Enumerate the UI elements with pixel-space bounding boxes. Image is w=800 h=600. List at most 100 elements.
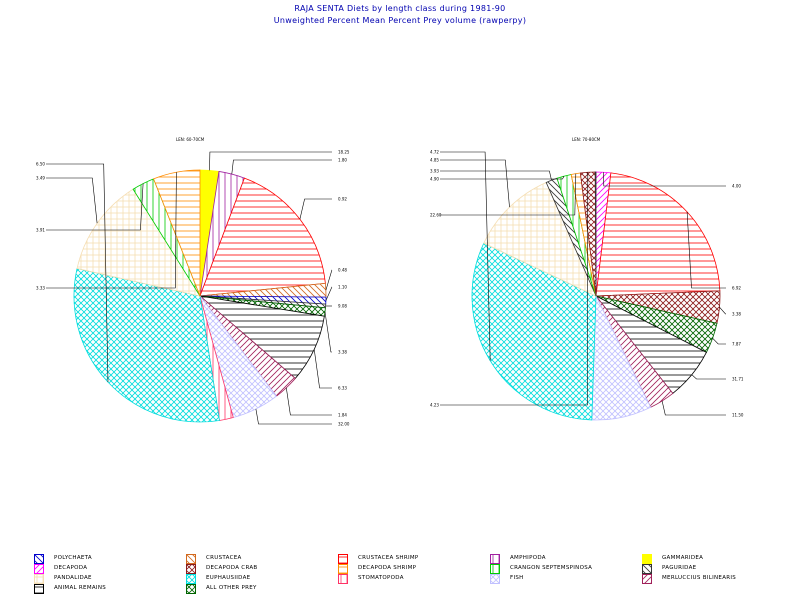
leader-line (440, 176, 565, 180)
legend-label: PANDALIDAE (54, 575, 92, 581)
legend: POLYCHAETA CRUSTACEA CRUSTACEA SHRIMP AMPHI… (34, 554, 794, 594)
data-label: 4.00 (732, 184, 741, 189)
legend-swatch (642, 574, 652, 584)
legend-label: DECAPODA CRAB (206, 565, 258, 571)
leader-line (46, 177, 98, 224)
legend-swatch (34, 584, 44, 594)
legend-swatch (490, 554, 500, 564)
data-label: 3.38 (732, 312, 741, 317)
data-label: 4.23 (430, 403, 439, 408)
legend-swatch (490, 574, 500, 584)
legend-swatch (186, 554, 196, 564)
data-label: 4.85 (430, 158, 439, 163)
legend-label: DECAPODA SHRIMP (358, 565, 417, 571)
leader-line (712, 337, 726, 345)
legend-swatch (490, 564, 500, 574)
legend-label: MERLUCCIUS BILINEARIS (662, 575, 737, 581)
data-label: 22.60 (430, 213, 442, 218)
pie-chart-2: LEN: 70-80CM 4.72 4.85 3.93 4.90 22.60 4.23 4.0… (430, 137, 744, 421)
pie-slice (595, 172, 721, 297)
legend-row: DECAPODA DECAPODA CRAB DECAPODA SHRIMP CRAN… (34, 564, 794, 574)
leader-line (686, 211, 726, 289)
legend-label: EUPHAUSIIDAE (206, 575, 251, 581)
leader-line (231, 159, 332, 175)
leader-line (325, 269, 333, 291)
data-label: 3.93 (430, 169, 439, 174)
legend-row: ANIMAL REMAINS ALL OTHER PREY (34, 584, 794, 594)
legend-row: POLYCHAETA CRUSTACEA CRUSTACEA SHRIMP AMPHI… (34, 554, 794, 564)
pie-slice (199, 177, 326, 297)
legend-label: ANIMAL REMAINS (54, 585, 107, 591)
leader-line (661, 400, 726, 416)
legend-label: FISH (510, 575, 524, 581)
leader-line (324, 311, 332, 353)
leader-line (299, 198, 332, 220)
legend-swatch (338, 554, 348, 564)
leader-line (209, 151, 332, 171)
legend-swatch (642, 554, 652, 564)
leader-line (440, 170, 552, 181)
data-label: 11.50 (732, 413, 744, 418)
data-label: 1.80 (338, 158, 347, 163)
leader-line (440, 173, 577, 216)
leader-line (691, 374, 726, 380)
data-label: 1.10 (338, 285, 347, 290)
legend-swatch (186, 584, 196, 594)
data-label: 18.25 (338, 150, 350, 155)
chart-subtitle: Unweighted Percent Mean Percent Prey vol… (273, 16, 527, 25)
legend-label: AMPHIPODA (510, 555, 546, 561)
pie-slice (483, 181, 597, 297)
pie-slice (76, 188, 201, 297)
legend-label: CRUSTACEA SHRIMP (358, 555, 419, 561)
legend-swatch (34, 554, 44, 564)
pie-title: LEN: 60-70CM (176, 137, 205, 142)
leader-line (313, 349, 332, 389)
pie-title: LEN: 70-80CM (572, 137, 601, 142)
legend-label: PAGURIDAE (662, 565, 697, 571)
leader-line (46, 183, 144, 231)
data-label: 3.91 (36, 228, 45, 233)
legend-row: PANDALIDAE EUPHAUSIIDAE STOMATOPODA FISH MER… (34, 574, 794, 584)
data-label: 31.71 (732, 377, 744, 382)
legend-label: ALL OTHER PREY (206, 585, 257, 591)
leader-line (46, 163, 109, 383)
legend-swatch (186, 574, 196, 584)
data-label: 3.38 (338, 350, 347, 355)
legend-label: DECAPODA (54, 565, 88, 571)
leader-line (286, 387, 332, 416)
data-label: 0.92 (338, 197, 347, 202)
data-label: 7.87 (732, 342, 741, 347)
leader-line (325, 286, 333, 301)
legend-swatch (338, 574, 348, 584)
legend-swatch (338, 564, 348, 574)
data-label: 32.00 (338, 422, 350, 427)
legend-swatch (186, 564, 196, 574)
data-label: 4.72 (430, 150, 439, 155)
legend-label: CRUSTACEA (206, 555, 242, 561)
legend-swatch (34, 574, 44, 584)
data-label: 6.33 (338, 386, 347, 391)
data-label: 3.33 (36, 286, 45, 291)
legend-label: CRANGON SEPTEMSPINOSA (510, 565, 593, 571)
data-label: 9.08 (338, 304, 347, 309)
data-label: 6.92 (732, 286, 741, 291)
data-label: 0.48 (338, 268, 347, 273)
data-label: 1.84 (338, 413, 347, 418)
legend-swatch (34, 564, 44, 574)
chart-title: RAJA SENTA Diets by length class during … (294, 4, 506, 13)
data-label: 4.90 (430, 177, 439, 182)
leader-line (255, 408, 332, 425)
legend-swatch (642, 564, 652, 574)
leader-line (440, 151, 491, 361)
pie-slice (594, 171, 597, 297)
leader-line (719, 307, 726, 315)
leader-line (440, 172, 589, 406)
leader-line (603, 172, 726, 187)
leader-line (46, 172, 177, 289)
leader-line (440, 159, 510, 208)
pie-chart-1: LEN: 60-70CM 6.50 3.49 3.91 3.33 18.25 1.80 0.9… (36, 137, 350, 427)
data-label: 3.49 (36, 176, 45, 181)
legend-label: GAMMARIDEA (662, 555, 704, 561)
legend-label: POLYCHAETA (54, 555, 92, 561)
